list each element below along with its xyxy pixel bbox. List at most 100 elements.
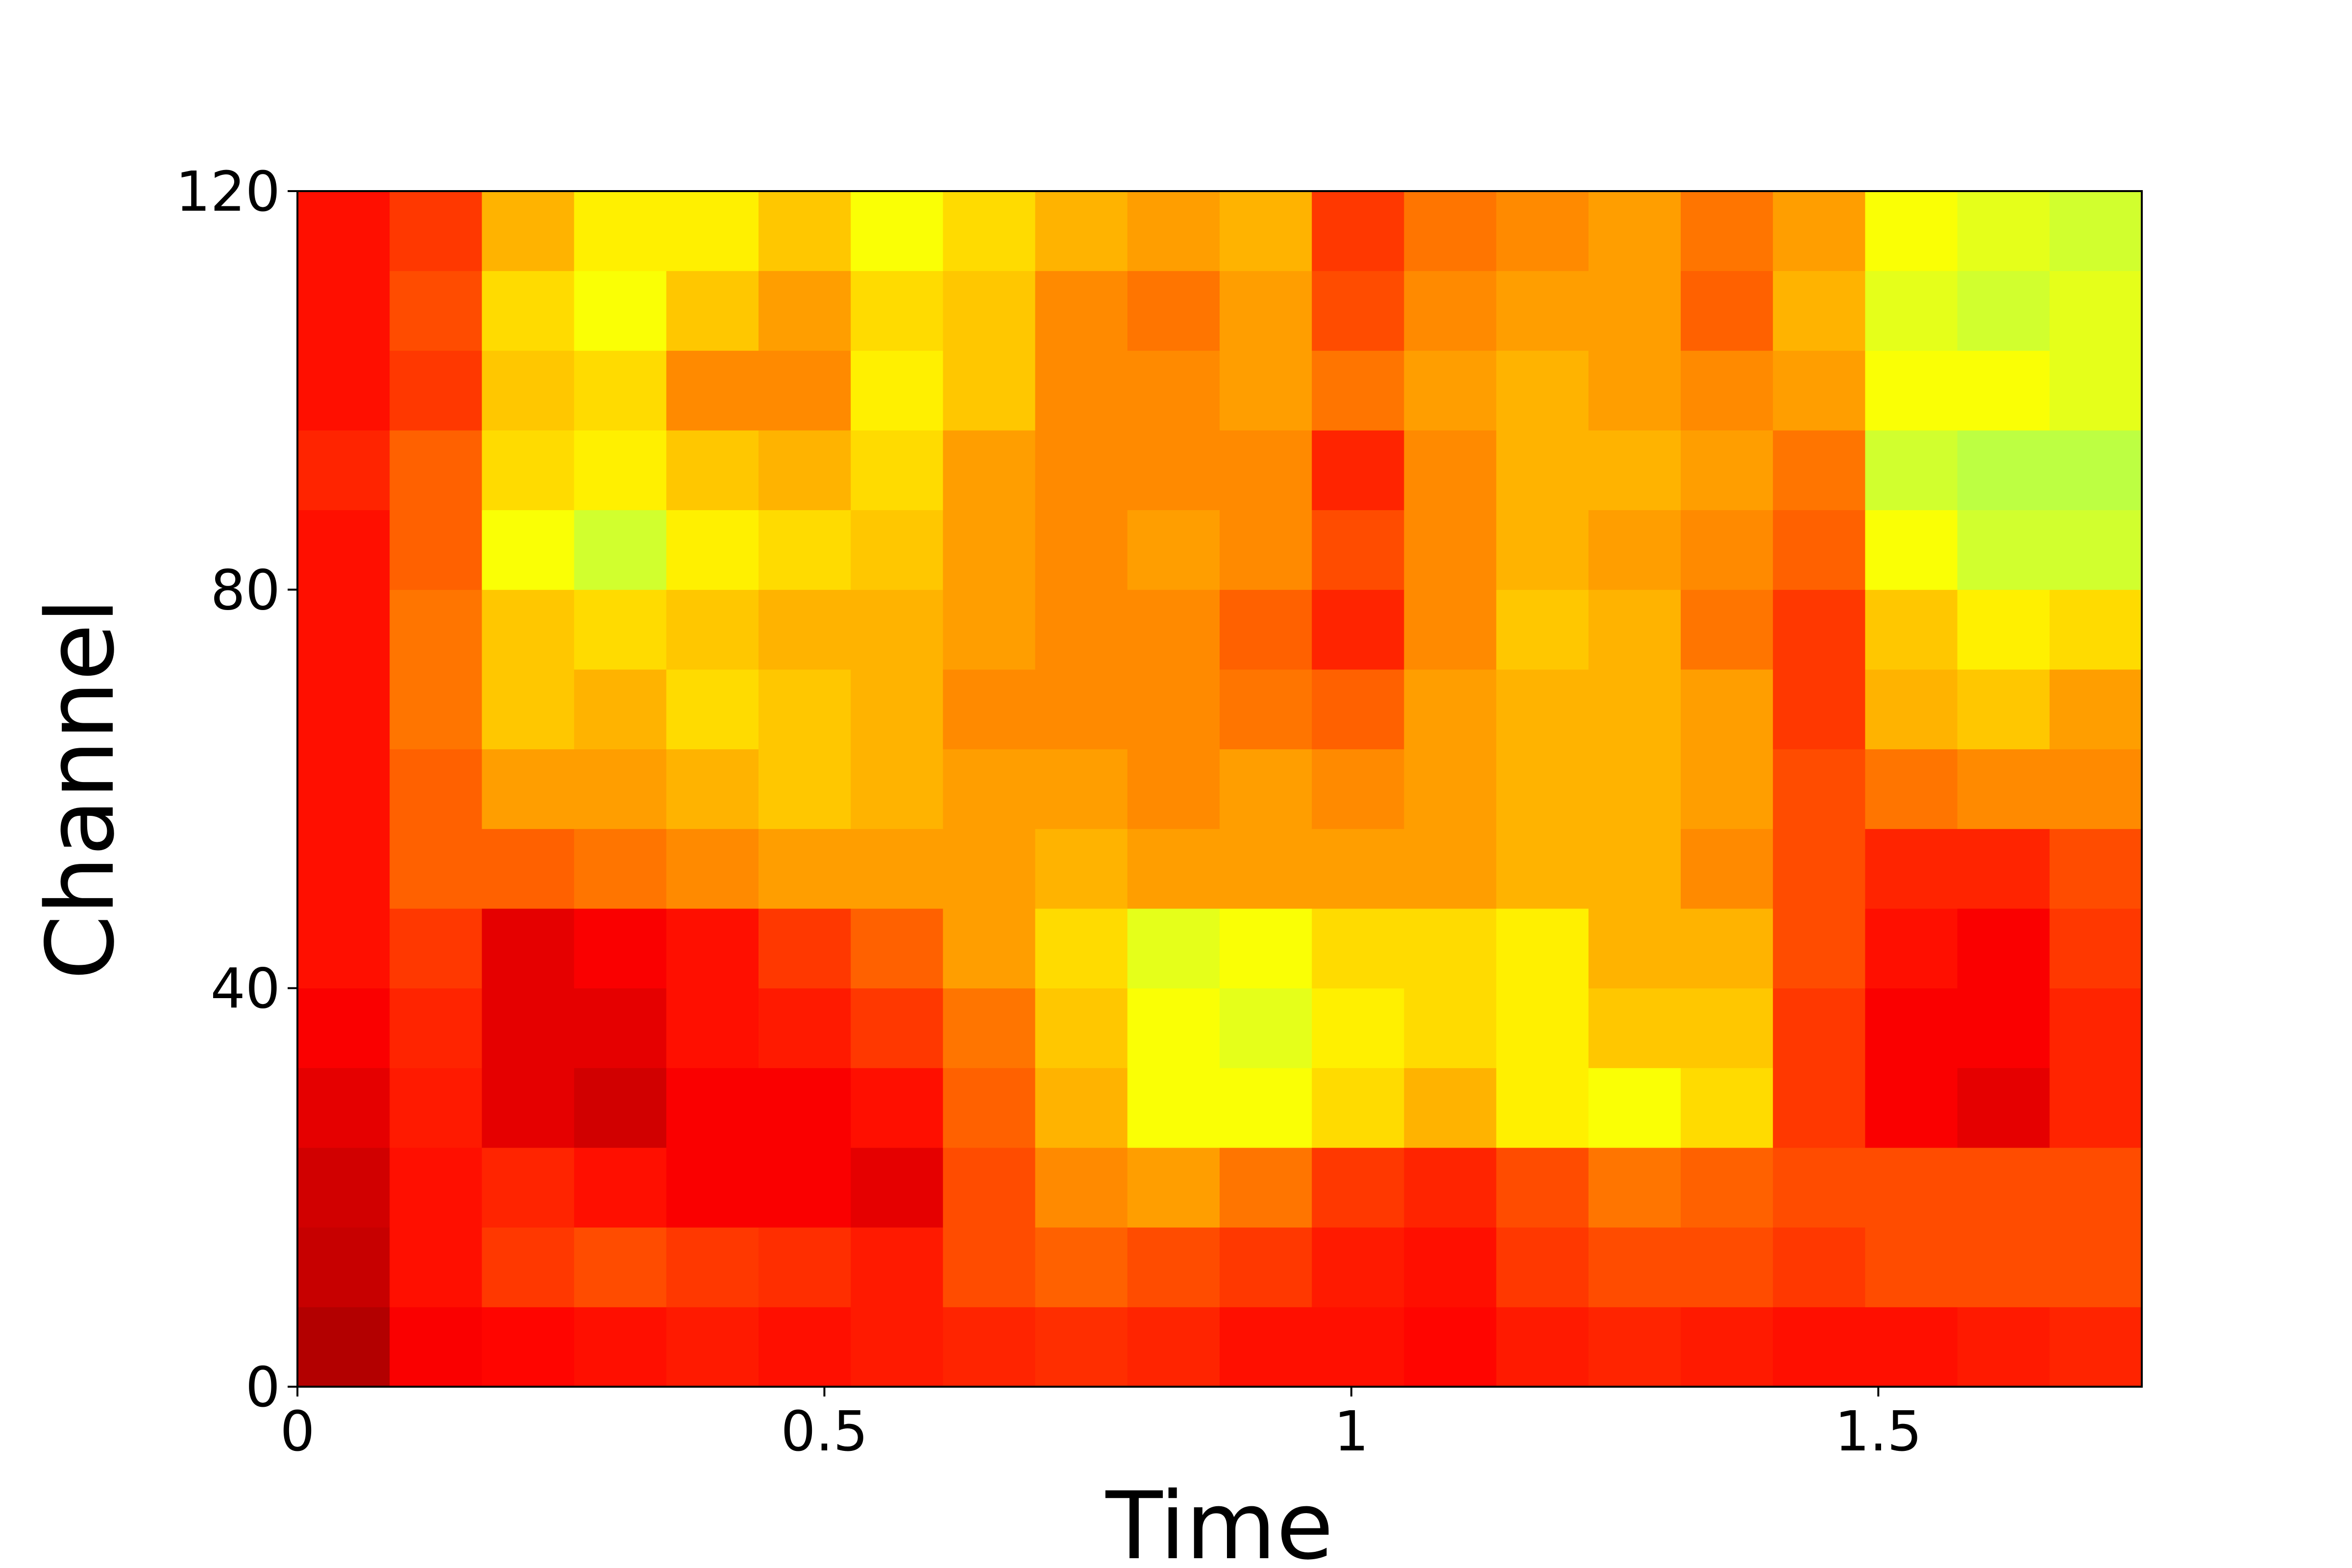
cell: [851, 1307, 943, 1387]
cell: [1588, 191, 1681, 271]
cell: [482, 749, 575, 829]
cell: [851, 1148, 943, 1228]
cell: [574, 988, 667, 1068]
cell: [390, 908, 482, 989]
cell: [666, 749, 759, 829]
cell: [1220, 1148, 1312, 1228]
cell: [759, 510, 851, 590]
cell: [759, 908, 851, 989]
cell: [759, 1068, 851, 1148]
cell: [1681, 1227, 1773, 1307]
cell: [390, 1148, 482, 1228]
cell: [1312, 669, 1404, 750]
cell: [943, 430, 1036, 511]
cell: [1865, 430, 1958, 511]
cell: [1404, 1307, 1497, 1387]
cell: [943, 829, 1036, 909]
cell: [1496, 988, 1589, 1068]
cell: [851, 669, 943, 750]
cell: [1588, 270, 1681, 351]
cell: [1127, 829, 1220, 909]
cell: [482, 1227, 575, 1307]
cell: [1773, 350, 1865, 431]
cell: [1588, 829, 1681, 909]
cell: [1404, 510, 1497, 590]
cell: [574, 908, 667, 989]
cell: [1035, 350, 1128, 431]
cell: [1035, 1307, 1128, 1387]
cell: [1220, 191, 1312, 271]
cell: [1773, 191, 1865, 271]
cell: [2049, 908, 2142, 989]
cell: [297, 829, 390, 909]
cell: [1773, 510, 1865, 590]
cell: [1312, 1227, 1404, 1307]
cell: [1035, 589, 1128, 670]
cell: [1865, 350, 1958, 431]
cell: [1588, 589, 1681, 670]
cell: [1865, 191, 1958, 271]
cell: [1404, 191, 1497, 271]
x-tick-label: 0.5: [781, 1400, 868, 1464]
x-axis-label: Time: [1105, 1472, 1334, 1568]
cell: [1957, 430, 2050, 511]
cell: [574, 1068, 667, 1148]
cell: [759, 589, 851, 670]
cell: [1404, 988, 1497, 1068]
cell: [297, 988, 390, 1068]
cell: [482, 350, 575, 431]
cell: [666, 191, 759, 271]
cell: [1312, 908, 1404, 989]
cell: [1312, 270, 1404, 351]
cell: [1035, 510, 1128, 590]
cell: [1220, 1307, 1312, 1387]
cell: [1865, 510, 1958, 590]
cell: [1312, 510, 1404, 590]
cell: [851, 270, 943, 351]
cell: [390, 669, 482, 750]
cell: [943, 589, 1036, 670]
cell: [943, 749, 1036, 829]
cell: [390, 430, 482, 511]
cell: [666, 1227, 759, 1307]
cell: [1588, 988, 1681, 1068]
cell: [1773, 1068, 1865, 1148]
cell: [1035, 908, 1128, 989]
cell: [1035, 1227, 1128, 1307]
cell: [943, 988, 1036, 1068]
cell: [1220, 510, 1312, 590]
cell: [390, 1068, 482, 1148]
cell: [1496, 430, 1589, 511]
cell: [1681, 510, 1773, 590]
cell: [759, 669, 851, 750]
cell: [1773, 1148, 1865, 1228]
cell: [759, 1307, 851, 1387]
x-tick-label: 1.5: [1835, 1400, 1922, 1464]
cell: [297, 669, 390, 750]
cell: [1404, 1227, 1497, 1307]
cell: [297, 350, 390, 431]
cell: [574, 749, 667, 829]
cell: [2049, 669, 2142, 750]
cell: [1773, 589, 1865, 670]
cell: [666, 1307, 759, 1387]
cell: [1957, 1227, 2050, 1307]
cell: [1865, 1068, 1958, 1148]
cell: [1681, 589, 1773, 670]
cell: [851, 510, 943, 590]
x-tick-label: 1: [1334, 1400, 1369, 1464]
cell: [1865, 908, 1958, 989]
cell: [482, 908, 575, 989]
cell: [2049, 510, 2142, 590]
cell: [1312, 749, 1404, 829]
cell: [2049, 988, 2142, 1068]
cell: [1496, 749, 1589, 829]
cell: [297, 510, 390, 590]
cell: [574, 1307, 667, 1387]
cell: [1865, 1227, 1958, 1307]
cell: [390, 589, 482, 670]
cell: [2049, 589, 2142, 670]
cell: [1127, 1068, 1220, 1148]
cell: [1681, 988, 1773, 1068]
cell: [1035, 1068, 1128, 1148]
